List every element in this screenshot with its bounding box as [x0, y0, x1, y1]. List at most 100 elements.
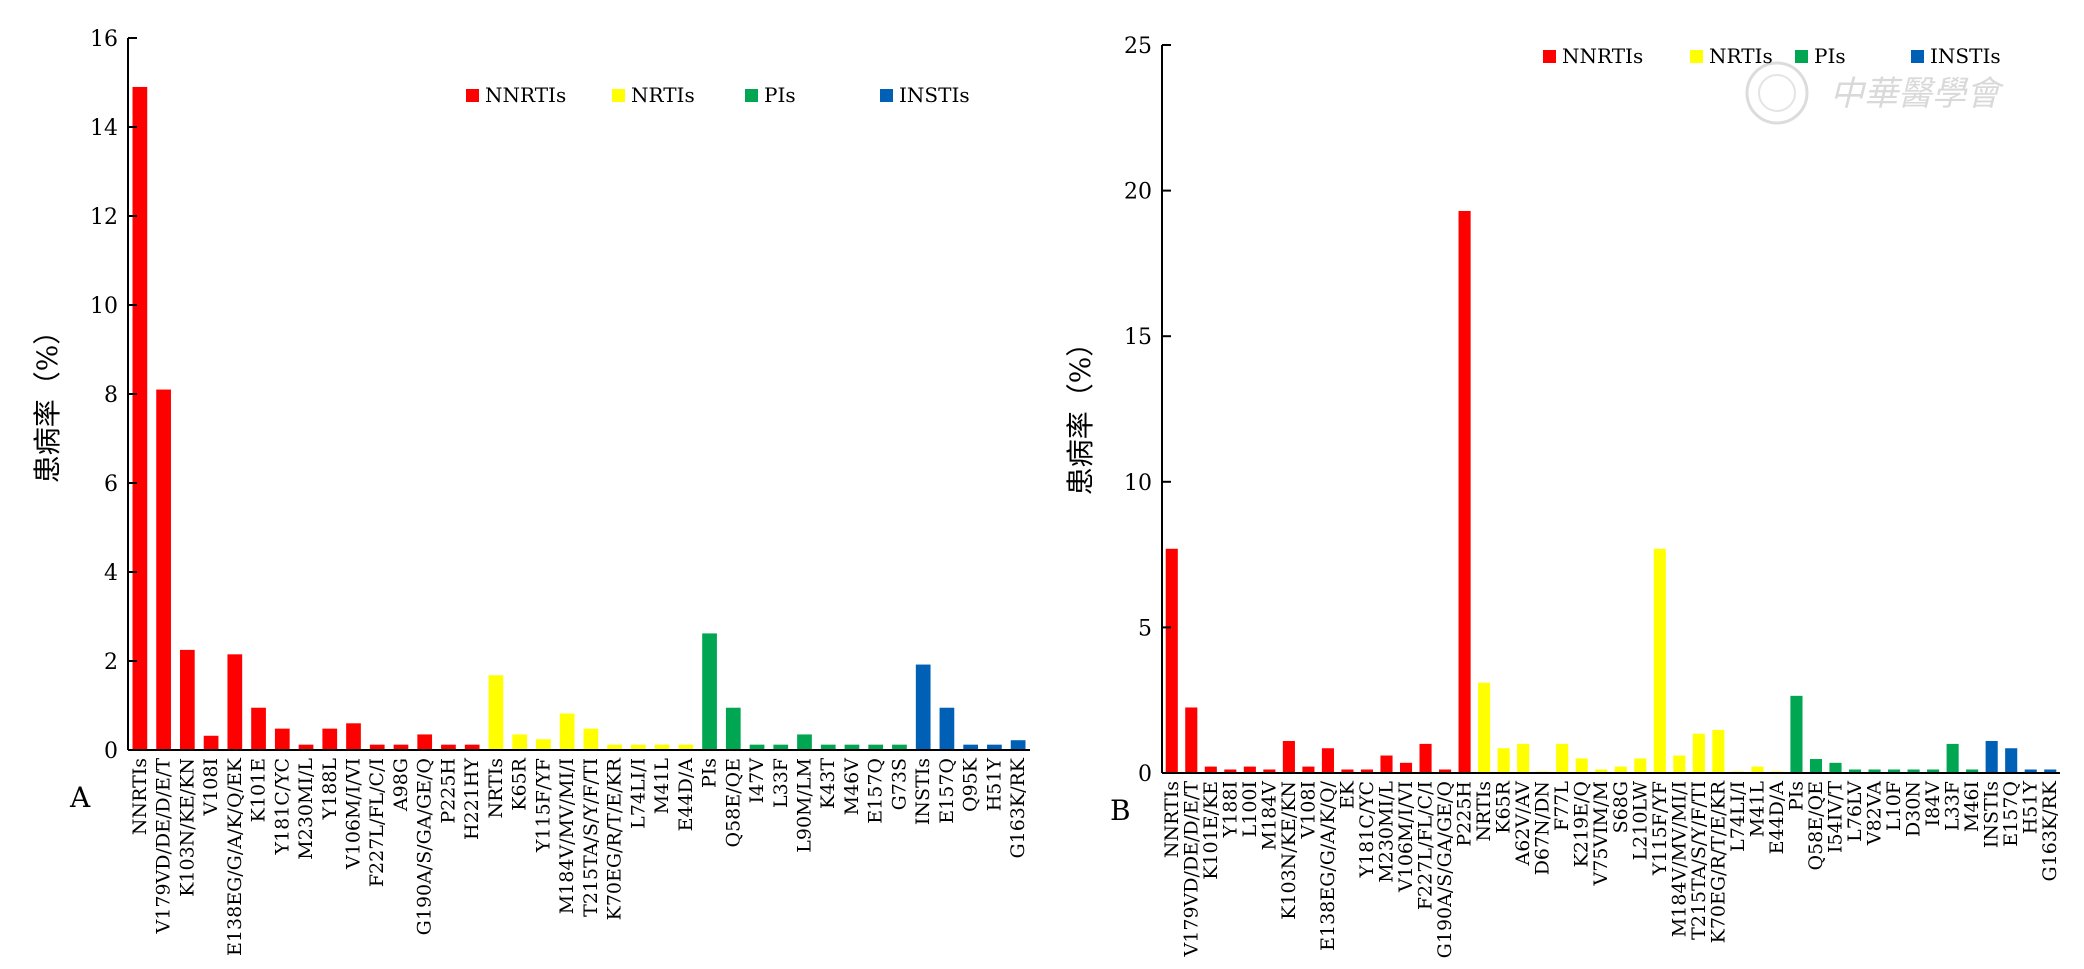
panel-a-y-ticks: 0 2 4 6 8 10 12 14 16 — [90, 27, 137, 764]
panel-b-bar — [1282, 740, 1295, 773]
panel-b-legend-swatch — [1795, 50, 1808, 63]
panel-a-bar — [939, 707, 955, 750]
panel-a-legend-swatch — [880, 89, 893, 102]
panel-a-legend-label: PIs — [764, 83, 796, 107]
panel-b-bar — [1614, 766, 1627, 773]
panel-b-bar — [1224, 769, 1237, 773]
panel-b-x-tick-label: V106M/I/VI — [1395, 781, 1417, 893]
panel-a-y-tick-label: 0 — [104, 739, 118, 764]
panel-b-bar — [2024, 769, 2037, 773]
panel-b-x-tick-label: K219E/Q — [1571, 781, 1593, 867]
panel-a-bar — [963, 744, 979, 750]
panel-a-x-tick-label: F227L/FL/C/I — [366, 758, 388, 887]
panel-b-x-tick-label: V179VD/DE/D/E/T — [1180, 781, 1202, 958]
panel-a-x-tick-label: M46V — [841, 758, 863, 816]
panel-a-x-tick-label: Q58E/QE — [722, 758, 744, 847]
panel-a-bar — [512, 734, 528, 750]
panel-a-x-tick-label: L74LI/I — [627, 758, 649, 829]
panel-b-x-tick-label: NRTIs — [1473, 781, 1495, 842]
panel-a-y-tick-label: 12 — [90, 205, 118, 230]
panel-a-x-tick-label: E44D/A — [675, 758, 697, 832]
panel-b-x-tick-label: K101E/KE — [1200, 781, 1222, 880]
panel-b-x-tick-label: G190A/S/GA/GE/Q — [1434, 781, 1456, 958]
panel-a-bar — [725, 707, 741, 750]
panel-b-x-tick-label: K70EG/R/T/E/KR — [1707, 780, 1729, 943]
panel-a-x-tick-label: T215TA/S/Y/F/TI — [580, 758, 602, 917]
panel-b-bar — [1946, 743, 1959, 773]
panel-b-bar — [1185, 707, 1198, 773]
panel-b-bar — [1595, 769, 1608, 773]
panel-a-x-ticks: NNRTIs V179VD/DE/D/E/T K103N/KE/KN V108I E13… — [129, 757, 1029, 956]
panel-a-bar — [156, 389, 171, 750]
panel-b-x-tick-label: H51Y — [2020, 781, 2042, 835]
panel-b-x-tick-label: PIs — [1785, 781, 1807, 811]
panel-b-x-tick-label: E157Q — [2000, 781, 2022, 847]
panel-b-bar — [1439, 769, 1452, 773]
panel-b-x-tick-label: F227L/FL/C/I — [1415, 781, 1437, 910]
panel-b-bar — [1634, 758, 1647, 773]
panel-a-x-tick-label: H221HY — [461, 758, 483, 840]
panel-a-bar — [488, 675, 504, 750]
watermark-text: 中華醫學會 — [1830, 74, 2005, 114]
panel-b-y-label: 患病率（%） — [1064, 329, 1097, 496]
panel-a-x-tick-label: NRTIs — [485, 758, 507, 819]
panel-a-bar — [844, 744, 860, 750]
panel-a-x-tick-label: L90M/LM — [794, 758, 816, 853]
panel-a-bar — [583, 728, 599, 750]
panel-a-x-tick-label: G73S — [888, 758, 910, 810]
panel-b-bar — [1321, 748, 1334, 773]
panel-b-legend-swatch — [1911, 50, 1924, 63]
panel-b-bar — [1458, 210, 1471, 773]
panel-a-bar — [797, 734, 812, 750]
panel-a-legend-swatch — [745, 89, 758, 102]
panel-b-label: B — [1110, 794, 1131, 827]
panel-b-y-tick-label: 5 — [1138, 616, 1152, 641]
panel-a-y-tick-label: 2 — [104, 650, 118, 675]
panel-a-bar — [915, 664, 931, 750]
panel-a-x-tick-label: Y181C/YC — [271, 758, 293, 856]
panel-a-x-tick-label: G163K/RK — [1007, 757, 1029, 858]
panel-a-x-tick-label: P225H — [437, 758, 459, 824]
panel-b-x-tick-label: L76LV — [1844, 781, 1866, 842]
panel-a-bar — [464, 744, 480, 750]
panel-b-x-tick-label: Y115F/YF — [1649, 781, 1671, 876]
panel-b-bar — [1165, 548, 1178, 773]
panel-b-legend-label: NNRTIs — [1562, 44, 1643, 68]
panel-a-y-tick-label: 4 — [104, 561, 118, 586]
panel-b-x-tick-label: M46I — [1961, 781, 1983, 832]
panel-a-x-tick-label: E157Q — [865, 758, 887, 824]
panel-b-x-tick-label: V82VA — [1864, 781, 1886, 846]
panel-b-x-tick-label: K65R — [1493, 780, 1515, 833]
panel-a-x-tick-label: E157Q — [936, 758, 958, 824]
panel-a-legend-swatch — [466, 89, 479, 102]
panel-b-bar — [1341, 769, 1354, 773]
panel-a-x-tick-label: L33F — [770, 758, 792, 808]
panel-a-bar — [702, 633, 717, 750]
panel-b-legend-swatch — [1690, 50, 1703, 63]
panel-b-bar — [1966, 769, 1979, 773]
panel-b-x-tick-label: L100I — [1239, 781, 1261, 837]
panel-a-bar — [749, 744, 765, 750]
panel-a-bar — [393, 744, 409, 750]
panel-a-x-tick-label: H51Y — [983, 758, 1005, 812]
panel-b-x-tick-label: A62V/AV — [1512, 781, 1534, 867]
panel-a-bar — [987, 744, 1002, 750]
panel-b-x-tick-label: V108I — [1297, 781, 1319, 840]
panel-a-legend-label: NNRTIs — [485, 83, 566, 107]
panel-b-bar — [1575, 758, 1588, 773]
panel-a-bar — [441, 744, 456, 750]
panel-a-x-tick-label: Y188L — [319, 758, 341, 821]
panel-b-bar — [1790, 695, 1803, 773]
panel-a-bar — [227, 654, 243, 750]
panel-b-x-tick-label: L10F — [1883, 781, 1905, 831]
panel-b-bar — [1517, 743, 1530, 773]
panel-a-x-tick-label: Y115F/YF — [532, 758, 554, 853]
panel-b-bar — [1868, 769, 1881, 773]
panel-b-bar — [1692, 733, 1705, 773]
watermark-seal-inner — [1758, 74, 1796, 112]
panel-b-y-tick-label: 15 — [1124, 325, 1152, 350]
panel-b-bars — [1165, 210, 2057, 773]
panel-b-bar — [1399, 762, 1413, 773]
panel-a-bar — [820, 744, 836, 750]
panel-a-bar — [868, 744, 884, 750]
